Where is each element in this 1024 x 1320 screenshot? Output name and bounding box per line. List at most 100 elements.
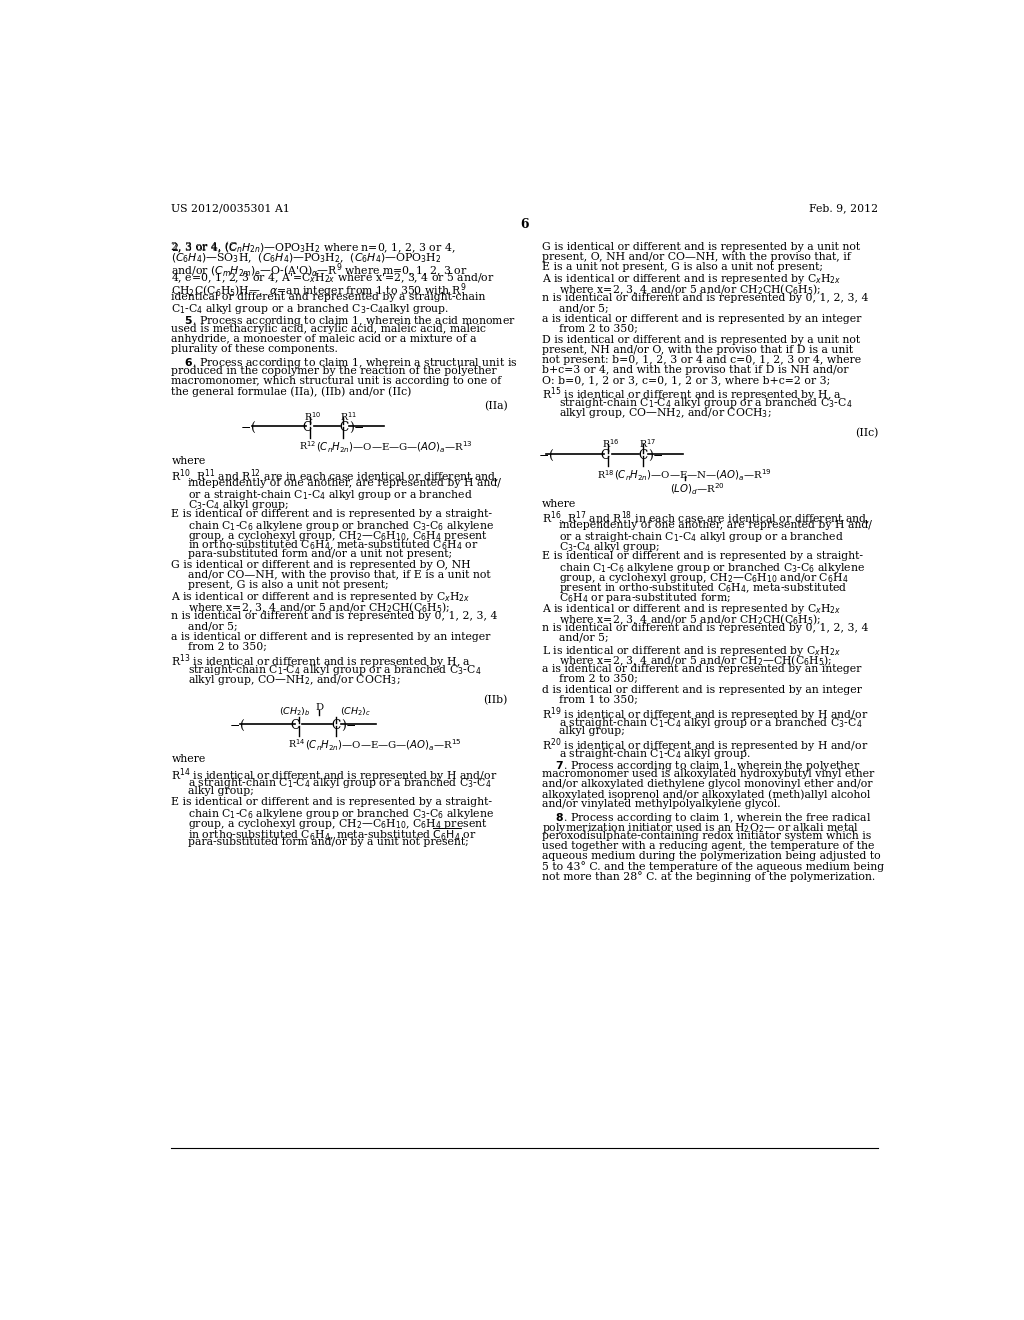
Text: a is identical or different and is represented by an integer: a is identical or different and is repre… xyxy=(171,632,490,642)
Text: where x=2, 3, 4 and/or 5 and/or CH$_2$—CH(C$_6$H$_5$);: where x=2, 3, 4 and/or 5 and/or CH$_2$—C… xyxy=(559,653,833,668)
Text: alkyl group;: alkyl group; xyxy=(188,785,254,796)
Text: aqueous medium during the polymerization being adjusted to: aqueous medium during the polymerization… xyxy=(542,851,881,862)
Text: R$^{20}$ is identical or different and is represented by H and/or: R$^{20}$ is identical or different and i… xyxy=(542,737,868,755)
Text: or a straight-chain C$_1$-C$_4$ alkyl group or a branched: or a straight-chain C$_1$-C$_4$ alkyl gr… xyxy=(188,488,473,502)
Text: in ortho-substituted C$_6$H$_4$, meta-substituted C$_6$H$_4$ or: in ortho-substituted C$_6$H$_4$, meta-su… xyxy=(188,539,479,552)
Text: E is identical or different and is represented by a straight-: E is identical or different and is repre… xyxy=(171,508,493,519)
Text: present in ortho-substituted C$_6$H$_4$, meta-substituted: present in ortho-substituted C$_6$H$_4$,… xyxy=(559,581,848,595)
Text: produced in the copolymer by the reaction of the polyether: produced in the copolymer by the reactio… xyxy=(171,367,497,376)
Text: C: C xyxy=(639,449,648,462)
Text: where: where xyxy=(171,755,206,764)
Text: from 1 to 350;: from 1 to 350; xyxy=(559,696,638,705)
Text: 2, 3 or 4, $(C_nH_{2n})$—OPO$_3$H$_2$ where n=0, 1, 2, 3 or 4,: 2, 3 or 4, $(C_nH_{2n})$—OPO$_3$H$_2$ wh… xyxy=(171,242,456,255)
Text: (IIc): (IIc) xyxy=(855,428,879,438)
Text: the general formulae (IIa), (IIb) and/or (IIc): the general formulae (IIa), (IIb) and/or… xyxy=(171,387,412,397)
Text: group, a cyclohexyl group, CH$_2$—C$_6$H$_{10}$, C$_6$H$_4$ present: group, a cyclohexyl group, CH$_2$—C$_6$H… xyxy=(188,529,488,543)
Text: or a straight-chain C$_1$-C$_4$ alkyl group or a branched: or a straight-chain C$_1$-C$_4$ alkyl gr… xyxy=(559,531,844,544)
Text: C$_3$-C$_4$ alkyl group;: C$_3$-C$_4$ alkyl group; xyxy=(559,540,660,554)
Text: (IIb): (IIb) xyxy=(483,696,508,705)
Text: a straight-chain C$_1$-C$_4$ alkyl group.: a straight-chain C$_1$-C$_4$ alkyl group… xyxy=(559,747,751,760)
Text: alkyl group;: alkyl group; xyxy=(559,726,625,735)
Text: from 2 to 350;: from 2 to 350; xyxy=(188,642,267,652)
Text: C: C xyxy=(332,719,341,733)
Text: C: C xyxy=(340,421,349,434)
Text: and/or 5;: and/or 5; xyxy=(559,304,608,313)
Text: alkyl group, CO—NH$_2$, and/or COCH$_3$;: alkyl group, CO—NH$_2$, and/or COCH$_3$; xyxy=(188,673,401,686)
Text: $(C_6H_4)$—SO$_3$H,  $(C_6H_4)$—PO$_3$H$_2$,  $(C_6H_4)$—OPO$_3$H$_2$: $(C_6H_4)$—SO$_3$H, $(C_6H_4)$—PO$_3$H$_… xyxy=(171,252,441,265)
Text: $-$(: $-$( xyxy=(228,718,245,734)
Text: L is identical or different and is represented by C$_x$H$_{2x}$: L is identical or different and is repre… xyxy=(542,644,841,657)
Text: macromonomer used is alkoxylated hydroxybutyl vinyl ether: macromonomer used is alkoxylated hydroxy… xyxy=(542,770,874,779)
Text: )$-$: )$-$ xyxy=(349,420,365,434)
Text: group, a cyclohexyl group, CH$_2$—C$_6$H$_{10}$, C$_6$H$_4$ present: group, a cyclohexyl group, CH$_2$—C$_6$H… xyxy=(188,817,488,830)
Text: $(C_nH_{2n})$—O—E—G—$(AO)_a$—R$^{13}$: $(C_nH_{2n})$—O—E—G—$(AO)_a$—R$^{13}$ xyxy=(316,440,473,455)
Text: $(C_nH_{2n})$—O—E—N—$(AO)_a$—R$^{19}$: $(C_nH_{2n})$—O—E—N—$(AO)_a$—R$^{19}$ xyxy=(614,469,772,483)
Text: A is identical or different and is represented by C$_x$H$_{2x}$: A is identical or different and is repre… xyxy=(171,590,471,605)
Text: where: where xyxy=(542,499,577,508)
Text: in ortho-substituted C$_6$H$_4$, meta-substituted $\overline{\mathrm{C_6H_4}}$ o: in ortho-substituted C$_6$H$_4$, meta-su… xyxy=(188,826,477,843)
Text: n is identical or different and is represented by 0, 1, 2, 3, 4: n is identical or different and is repre… xyxy=(171,611,498,622)
Text: $(CH_2)_c$: $(CH_2)_c$ xyxy=(340,706,371,718)
Text: group, a cyclohexyl group, CH$_2$—C$_6$H$_{10}$ and/or C$_6$H$_4$: group, a cyclohexyl group, CH$_2$—C$_6$H… xyxy=(559,572,849,585)
Text: R$^{16}$, R$^{17}$ and R$^{18}$ in each case are identical or different and,: R$^{16}$, R$^{17}$ and R$^{18}$ in each … xyxy=(542,511,870,528)
Text: straight-chain C$_1$-C$_4$ alkyl group or a branched C$_3$-C$_4$: straight-chain C$_1$-C$_4$ alkyl group o… xyxy=(559,396,852,409)
Text: where x=2, 3, 4 and/or 5 and/or CH$_2$CH(C$_6$H$_5$);: where x=2, 3, 4 and/or 5 and/or CH$_2$CH… xyxy=(559,612,821,627)
Text: and/or $(C_mH_{2m})_e$—O-(A'O)$_\alpha$—R$^9$ where m=0, 1, 2, 3 or: and/or $(C_mH_{2m})_e$—O-(A'O)$_\alpha$—… xyxy=(171,261,468,280)
Text: E is identical or different and is represented by a straight-: E is identical or different and is repre… xyxy=(171,797,493,807)
Text: d is identical or different and is represented by an integer: d is identical or different and is repre… xyxy=(542,685,862,696)
Text: $\mathbf{5}$. Process according to claim 1, wherein the acid monomer: $\mathbf{5}$. Process according to claim… xyxy=(171,314,516,327)
Text: )$-$: )$-$ xyxy=(341,718,357,734)
Text: $(CH_2)_b$: $(CH_2)_b$ xyxy=(280,706,310,718)
Text: chain C$_1$-C$_6$ alkylene group or branched C$_3$-C$_6$ alkylene: chain C$_1$-C$_6$ alkylene group or bran… xyxy=(559,561,865,576)
Text: present, G is also a unit not present;: present, G is also a unit not present; xyxy=(188,579,389,590)
Text: R$^{11}$: R$^{11}$ xyxy=(340,411,356,422)
Text: R$^{18}$: R$^{18}$ xyxy=(597,469,614,480)
Text: b+c=3 or 4, and with the proviso that if D is NH and/or: b+c=3 or 4, and with the proviso that if… xyxy=(542,364,848,375)
Text: straight-chain C$_1$-C$_4$ alkyl group or a branched C$_3$-C$_4$: straight-chain C$_1$-C$_4$ alkyl group o… xyxy=(188,663,482,677)
Text: C$_6$H$_4$ or para-substituted form;: C$_6$H$_4$ or para-substituted form; xyxy=(559,591,731,605)
Text: from 2 to 350;: from 2 to 350; xyxy=(559,323,638,334)
Text: C: C xyxy=(302,421,311,434)
Text: R$^{17}$: R$^{17}$ xyxy=(639,437,655,450)
Text: where x=2, 3, 4 and/or 5 and/or CH$_2$CH(C$_6$H$_5$);: where x=2, 3, 4 and/or 5 and/or CH$_2$CH… xyxy=(559,282,821,297)
Text: C: C xyxy=(600,449,609,462)
Text: C: C xyxy=(291,719,300,733)
Text: $-$(: $-$( xyxy=(538,447,554,463)
Text: $-$(: $-$( xyxy=(241,420,257,434)
Text: D is identical or different and is represented by a unit not: D is identical or different and is repre… xyxy=(542,335,860,345)
Text: G is identical or different and is represented by a unit not: G is identical or different and is repre… xyxy=(542,242,860,252)
Text: $\mathbf{6}$. Process according to claim 1, wherein a structural unit is: $\mathbf{6}$. Process according to claim… xyxy=(171,356,518,371)
Text: D: D xyxy=(315,702,324,711)
Text: and/or CO—NH, with the proviso that, if E is a unit not: and/or CO—NH, with the proviso that, if … xyxy=(188,570,492,579)
Text: macromonomer, which structural unit is according to one of: macromonomer, which structural unit is a… xyxy=(171,376,502,387)
Text: E is a unit not present, G is also a unit not present;: E is a unit not present, G is also a uni… xyxy=(542,261,823,272)
Text: independently of one another, are represented by H and/: independently of one another, are repres… xyxy=(559,520,871,531)
Text: not more than 28° C. at the beginning of the polymerization.: not more than 28° C. at the beginning of… xyxy=(542,871,876,882)
Text: independently of one another, are represented by H and/: independently of one another, are repres… xyxy=(188,478,502,488)
Text: G is identical or different and is represented by O, NH: G is identical or different and is repre… xyxy=(171,560,471,569)
Text: Feb. 9, 2012: Feb. 9, 2012 xyxy=(809,203,879,213)
Text: C$_3$-C$_4$ alkyl group;: C$_3$-C$_4$ alkyl group; xyxy=(188,498,290,512)
Text: plurality of these components.: plurality of these components. xyxy=(171,345,338,354)
Text: )$-$: )$-$ xyxy=(648,447,664,463)
Text: a is identical or different and is represented by an integer: a is identical or different and is repre… xyxy=(542,664,861,675)
Text: 6: 6 xyxy=(520,218,529,231)
Text: a straight-chain C$_1$-C$_4$ alkyl group or a branched C$_3$-C$_4$: a straight-chain C$_1$-C$_4$ alkyl group… xyxy=(188,776,492,789)
Text: polymerization initiator used is an H$_2$O$_2$— or alkali metal: polymerization initiator used is an H$_2… xyxy=(542,821,859,836)
Text: para-substituted form and/or by a unit not present;: para-substituted form and/or by a unit n… xyxy=(188,837,469,846)
Text: alkyl group, CO—NH$_2$, and/or COCH$_3$;: alkyl group, CO—NH$_2$, and/or COCH$_3$; xyxy=(559,405,771,420)
Text: used is methacrylic acid, acrylic acid, maleic acid, maleic: used is methacrylic acid, acrylic acid, … xyxy=(171,323,486,334)
Text: C$_1$-C$_4$ alkyl group or a branched C$_3$-C$_4$alkyl group.: C$_1$-C$_4$ alkyl group or a branched C$… xyxy=(171,302,450,315)
Text: CH$_2$C(C$_6$H$_5$)H—,  $\alpha$=an integer from 1 to 350 with R$^9$: CH$_2$C(C$_6$H$_5$)H—, $\alpha$=an integ… xyxy=(171,281,467,300)
Text: chain C$_1$-C$_6$ alkylene group or branched C$_3$-C$_6$ alkylene: chain C$_1$-C$_6$ alkylene group or bran… xyxy=(188,807,495,821)
Text: $\mathbf{7}$. Process according to claim 1, wherein the polyether: $\mathbf{7}$. Process according to claim… xyxy=(542,759,860,774)
Text: R$^{10}$: R$^{10}$ xyxy=(304,411,322,422)
Text: R$^{19}$ is identical or different and is represented by H and/or: R$^{19}$ is identical or different and i… xyxy=(542,706,868,725)
Text: para-substituted form and/or a unit not present;: para-substituted form and/or a unit not … xyxy=(188,549,453,558)
Text: not present: b=0, 1, 2, 3 or 4 and c=0, 1, 2, 3 or 4, where: not present: b=0, 1, 2, 3 or 4 and c=0, … xyxy=(542,355,861,364)
Text: (IIa): (IIa) xyxy=(484,401,508,412)
Text: present, NH and/or O, with the proviso that if D is a unit: present, NH and/or O, with the proviso t… xyxy=(542,345,853,355)
Text: 2, 3 or 4, (C: 2, 3 or 4, (C xyxy=(171,242,238,252)
Text: peroxodisulphate-containing redox initiator system which is: peroxodisulphate-containing redox initia… xyxy=(542,832,871,841)
Text: $(C_nH_{2n})$—O—E—G—$(AO)_a$—R$^{15}$: $(C_nH_{2n})$—O—E—G—$(AO)_a$—R$^{15}$ xyxy=(305,738,462,752)
